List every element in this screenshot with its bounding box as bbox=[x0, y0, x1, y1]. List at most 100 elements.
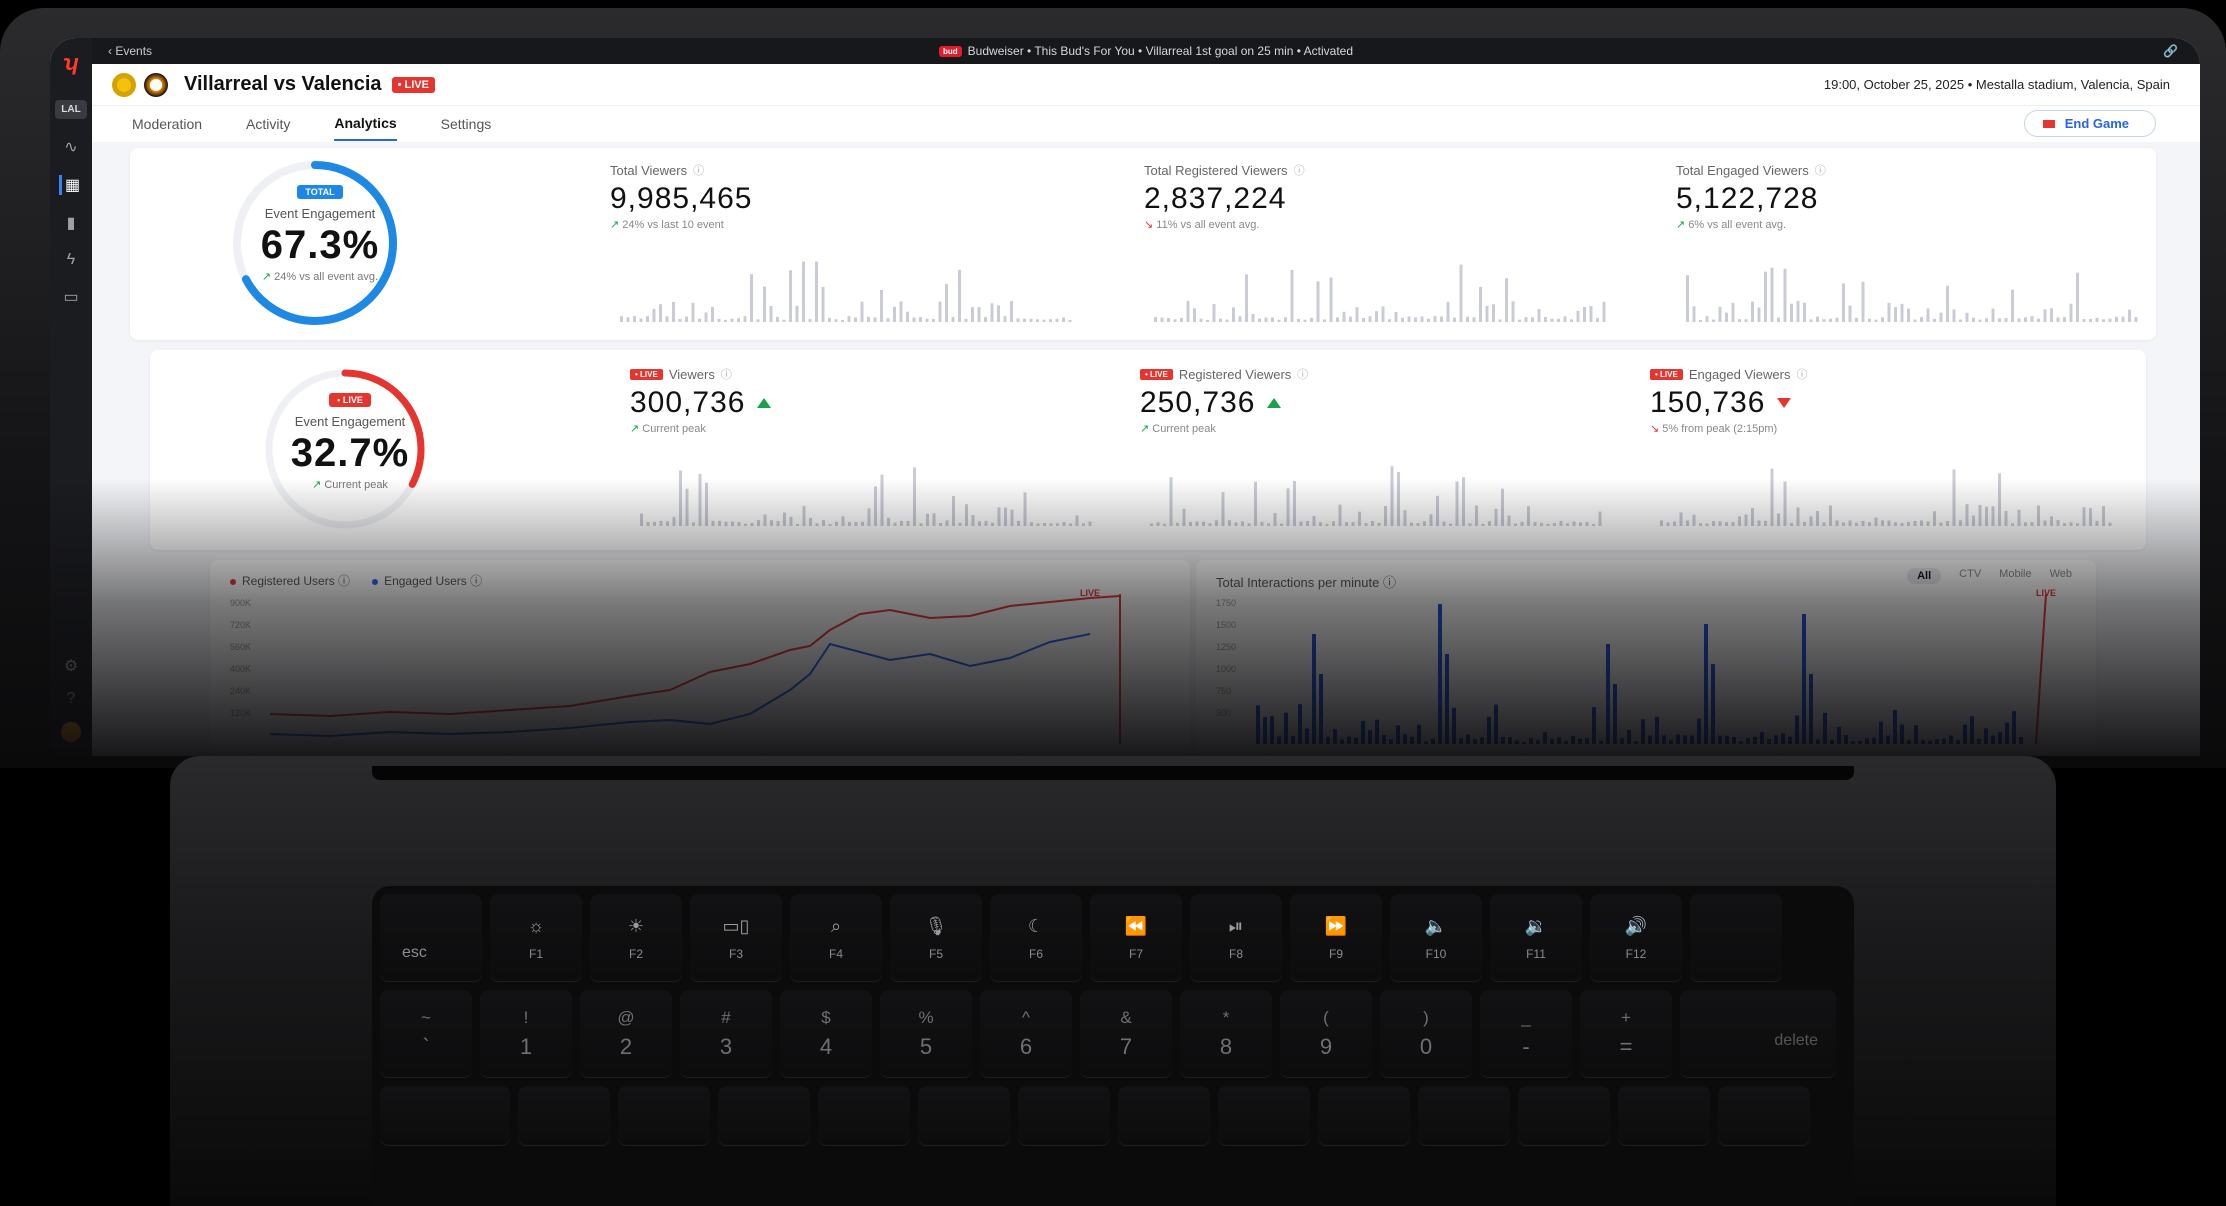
spark-bar bbox=[1770, 468, 1774, 526]
touch-id-key[interactable] bbox=[1690, 894, 1782, 982]
back-to-events-link[interactable]: ‹ Events bbox=[108, 44, 153, 58]
f5-key[interactable]: 🎙 F5 bbox=[890, 894, 982, 982]
org-switcher[interactable]: LAL bbox=[55, 100, 87, 119]
key[interactable] bbox=[1518, 1086, 1610, 1146]
key[interactable] bbox=[1418, 1086, 1510, 1146]
number-key[interactable]: ^ 6 bbox=[980, 990, 1072, 1078]
info-icon[interactable]: ⓘ bbox=[1796, 369, 1808, 381]
number-key[interactable]: #3 bbox=[680, 990, 772, 1078]
f1-key[interactable]: ☼ F1 bbox=[490, 894, 582, 982]
info-icon[interactable]: ⓘ bbox=[1382, 575, 1396, 590]
spark-bar bbox=[1388, 319, 1391, 322]
key[interactable] bbox=[718, 1086, 810, 1146]
folder-icon[interactable]: ▭ bbox=[63, 289, 79, 306]
interaction-bar bbox=[1347, 736, 1351, 744]
bar-chart-icon[interactable]: ▮ bbox=[66, 215, 76, 232]
key-shift-label: $ bbox=[821, 1008, 831, 1027]
key[interactable] bbox=[1618, 1086, 1710, 1146]
key[interactable] bbox=[518, 1086, 610, 1146]
f8-key[interactable]: ⏯ F8 bbox=[1190, 894, 1282, 982]
f2-key[interactable]: ☀ F2 bbox=[590, 894, 682, 982]
spark-bar bbox=[659, 304, 662, 322]
key[interactable] bbox=[918, 1086, 1010, 1146]
tab-analytics[interactable]: Analytics bbox=[334, 107, 397, 141]
key[interactable] bbox=[618, 1086, 710, 1146]
key[interactable] bbox=[1218, 1086, 1310, 1146]
link-icon[interactable]: 🔗 bbox=[2163, 44, 2178, 58]
key[interactable] bbox=[1318, 1086, 1410, 1146]
spark-bar bbox=[1030, 522, 1033, 526]
tab-activity[interactable]: Activity bbox=[246, 116, 291, 132]
number-key[interactable]: @2 bbox=[580, 990, 672, 1078]
legend-engaged-users[interactable]: Engaged Users ⓘ bbox=[372, 572, 482, 589]
delete-key[interactable]: delete bbox=[1680, 990, 1836, 1078]
key-label: F1 bbox=[528, 946, 543, 961]
number-key[interactable]: _ - bbox=[1480, 990, 1572, 1078]
f12-key[interactable]: 🔊 F12 bbox=[1590, 894, 1682, 982]
info-icon[interactable]: ⓘ bbox=[1293, 165, 1305, 177]
spark-bar bbox=[1673, 521, 1676, 526]
number-key[interactable]: % 5 bbox=[880, 990, 972, 1078]
calendar-icon[interactable]: ▦ bbox=[59, 175, 83, 195]
interaction-bar bbox=[1683, 735, 1687, 744]
number-key[interactable]: * 8 bbox=[1180, 990, 1272, 1078]
total-viewers-metric: Total Viewers ⓘ 9,985,465 ↗ 24% vs last 1… bbox=[610, 162, 1090, 332]
number-key[interactable]: ) 0 bbox=[1380, 990, 1472, 1078]
live-badge: • LIVE bbox=[391, 76, 435, 93]
key[interactable] bbox=[1118, 1086, 1210, 1146]
spark-bar bbox=[1738, 516, 1741, 526]
end-game-button[interactable]: End Game bbox=[2023, 110, 2156, 137]
spark-bar bbox=[2069, 303, 2073, 322]
f10-key[interactable]: 🔈 F10 bbox=[1390, 894, 1482, 982]
info-icon[interactable]: ⓘ bbox=[338, 574, 351, 588]
filter-all[interactable]: All bbox=[1907, 568, 1942, 584]
f6-key[interactable]: ☾ F6 bbox=[990, 894, 1082, 982]
spark-bar bbox=[737, 318, 740, 322]
filter-mobile[interactable]: Mobile bbox=[1999, 568, 2032, 580]
f11-key[interactable]: 🔉 F11 bbox=[1490, 894, 1582, 982]
number-key[interactable]: $4 bbox=[780, 990, 872, 1078]
filter-ctv[interactable]: CTV bbox=[1959, 568, 1982, 580]
f9-key[interactable]: ⏩ F9 bbox=[1290, 894, 1382, 982]
interaction-bar bbox=[1466, 734, 1470, 744]
info-icon[interactable]: ⓘ bbox=[470, 574, 483, 588]
spark-bar bbox=[854, 522, 858, 526]
key[interactable] bbox=[818, 1086, 910, 1146]
tab-moderation[interactable]: Moderation bbox=[132, 116, 203, 132]
y-tick: 720K bbox=[230, 620, 252, 630]
interaction-bar bbox=[1473, 739, 1477, 744]
spark-bar bbox=[1082, 523, 1085, 526]
f3-key[interactable]: ▭▯ F3 bbox=[690, 894, 782, 982]
filter-web[interactable]: Web bbox=[2049, 568, 2072, 580]
info-icon[interactable]: ⓘ bbox=[693, 165, 705, 177]
chart-legend: Registered Users ⓘ Engaged Users ⓘ bbox=[230, 572, 482, 589]
number-key[interactable]: & 7 bbox=[1080, 990, 1172, 1078]
activity-icon[interactable]: ∿ bbox=[64, 139, 78, 156]
f4-key[interactable]: ⌕ F4 bbox=[790, 894, 882, 982]
sponsor-logo: bud bbox=[939, 45, 962, 57]
key[interactable] bbox=[1018, 1086, 1110, 1146]
help-icon[interactable]: ? bbox=[66, 690, 76, 707]
settings-icon[interactable]: ⚙ bbox=[63, 658, 79, 675]
legend-registered-users[interactable]: Registered Users ⓘ bbox=[230, 572, 350, 589]
avatar[interactable] bbox=[61, 722, 81, 742]
spark-bar bbox=[1803, 521, 1806, 526]
esc-key[interactable]: esc bbox=[380, 894, 482, 982]
lightning-icon[interactable]: ϟ bbox=[66, 251, 76, 268]
key[interactable] bbox=[1718, 1086, 1810, 1146]
spark-bar bbox=[1241, 521, 1244, 526]
interaction-bar bbox=[2005, 722, 2009, 744]
number-key[interactable]: (9 bbox=[1280, 990, 1372, 1078]
tab-key[interactable] bbox=[380, 1086, 510, 1146]
info-icon[interactable]: ⓘ bbox=[1814, 165, 1826, 177]
info-icon[interactable]: ⓘ bbox=[720, 369, 732, 381]
tab-settings[interactable]: Settings bbox=[440, 116, 492, 132]
number-key[interactable]: + = bbox=[1580, 990, 1672, 1078]
spark-bar bbox=[1731, 303, 1735, 322]
f7-key[interactable]: ⏪ F7 bbox=[1090, 894, 1182, 982]
app-logo-icon[interactable]: ʮ bbox=[63, 50, 79, 75]
number-key[interactable]: ~ ` bbox=[380, 990, 472, 1078]
info-icon[interactable]: ⓘ bbox=[1297, 369, 1309, 381]
interactions-bar-chart: Total Interactions per minute ⓘ All CTV … bbox=[1196, 560, 2096, 756]
number-key[interactable]: ! 1 bbox=[480, 990, 572, 1078]
